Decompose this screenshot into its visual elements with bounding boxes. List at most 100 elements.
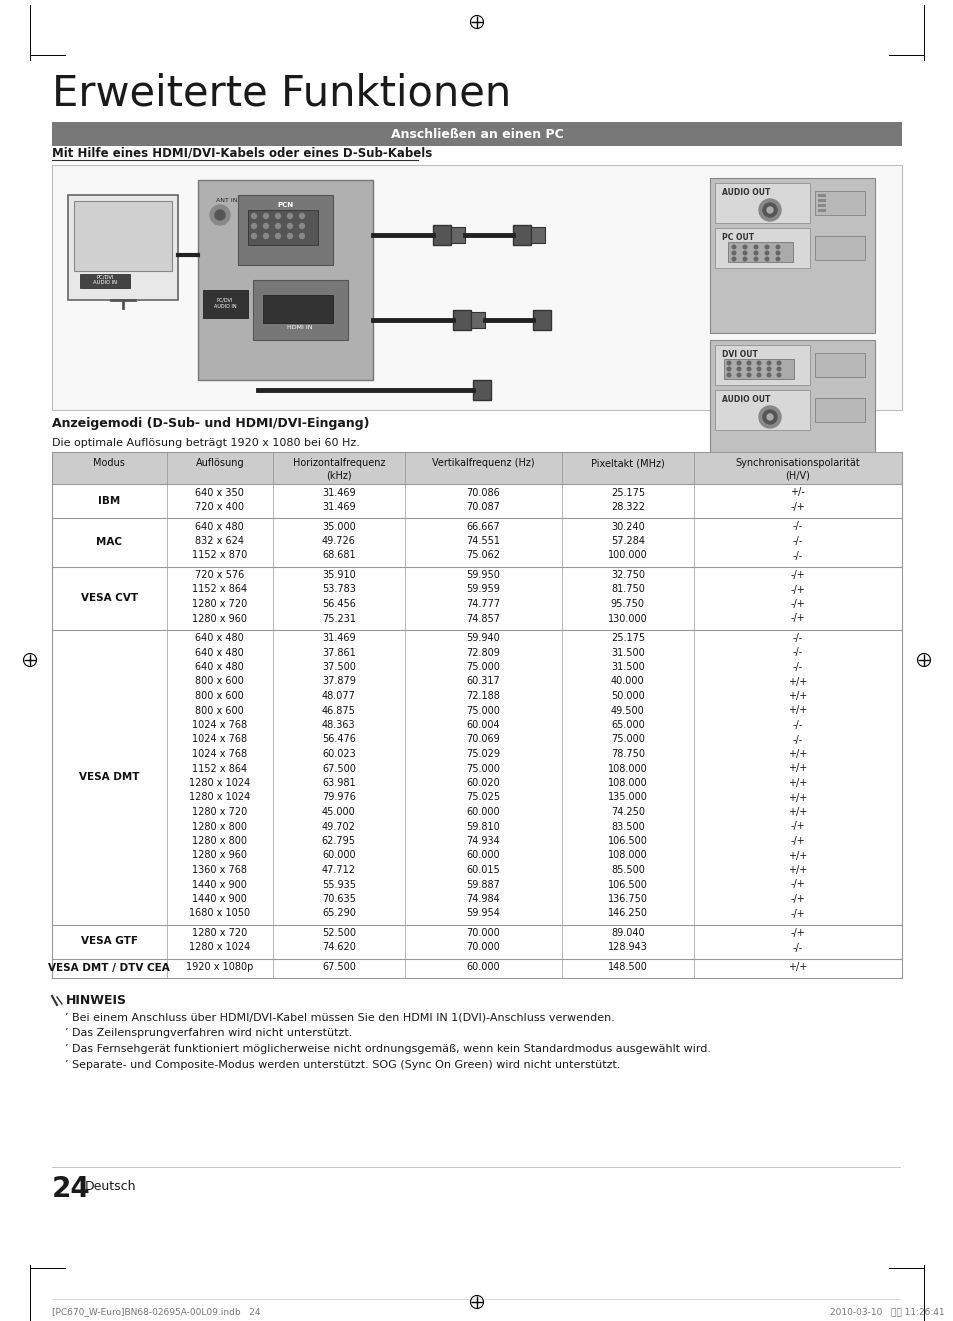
- Text: 1280 x 720: 1280 x 720: [193, 927, 247, 938]
- Text: 56.476: 56.476: [321, 734, 355, 745]
- Text: 66.667: 66.667: [466, 522, 499, 531]
- Circle shape: [726, 361, 730, 365]
- Text: 40.000: 40.000: [611, 676, 644, 687]
- Text: IBM: IBM: [98, 495, 120, 506]
- Text: -/+: -/+: [790, 894, 804, 904]
- Circle shape: [746, 361, 750, 365]
- Text: 1152 x 864: 1152 x 864: [193, 584, 247, 594]
- Text: -/+: -/+: [790, 569, 804, 580]
- Text: 1280 x 960: 1280 x 960: [193, 613, 247, 624]
- Circle shape: [726, 374, 730, 376]
- Bar: [248, 210, 317, 244]
- Text: 108.000: 108.000: [607, 764, 647, 774]
- Bar: [817, 203, 825, 207]
- Text: ’ Das Zeilensprungverfahren wird nicht unterstützt.: ’ Das Zeilensprungverfahren wird nicht u…: [65, 1028, 352, 1038]
- Text: 60.000: 60.000: [466, 962, 499, 972]
- Text: 72.188: 72.188: [466, 691, 499, 701]
- Text: +/+: +/+: [787, 676, 806, 687]
- Circle shape: [252, 214, 256, 218]
- Text: +/+: +/+: [787, 764, 806, 774]
- Text: 1024 x 768: 1024 x 768: [193, 749, 247, 760]
- Bar: [709, 339, 874, 501]
- Circle shape: [732, 258, 735, 260]
- Circle shape: [759, 199, 781, 221]
- Bar: [52, 165, 901, 410]
- Text: 1024 x 768: 1024 x 768: [193, 734, 247, 745]
- Circle shape: [263, 214, 268, 218]
- Circle shape: [287, 214, 293, 218]
- Text: Anzeigemodi (D-Sub- und HDMI/DVI-Eingang): Anzeigemodi (D-Sub- und HDMI/DVI-Eingang…: [52, 417, 369, 431]
- Text: 59.950: 59.950: [466, 569, 499, 580]
- Text: 106.500: 106.500: [607, 836, 647, 845]
- Text: 57.284: 57.284: [610, 536, 644, 546]
- Text: 60.015: 60.015: [466, 865, 499, 875]
- Text: 78.750: 78.750: [610, 749, 644, 760]
- Text: -/-: -/-: [792, 942, 802, 952]
- Bar: [814, 192, 864, 215]
- Text: 800 x 600: 800 x 600: [195, 691, 244, 701]
- Bar: [52, 925, 901, 959]
- Text: 74.934: 74.934: [466, 836, 499, 845]
- Text: +/+: +/+: [787, 851, 806, 860]
- Text: 28.322: 28.322: [610, 502, 644, 513]
- Text: +/+: +/+: [787, 865, 806, 875]
- Circle shape: [754, 246, 757, 248]
- Text: 59.810: 59.810: [466, 822, 499, 831]
- Text: 640 x 480: 640 x 480: [195, 647, 244, 658]
- Text: 100.000: 100.000: [607, 551, 647, 560]
- Text: -/+: -/+: [790, 880, 804, 889]
- Circle shape: [252, 223, 256, 229]
- Circle shape: [777, 367, 780, 371]
- Text: -/+: -/+: [790, 584, 804, 594]
- Circle shape: [764, 251, 768, 255]
- Bar: [814, 353, 864, 376]
- Text: 108.000: 108.000: [607, 778, 647, 789]
- Circle shape: [742, 258, 746, 260]
- Circle shape: [766, 413, 772, 420]
- Text: -/+: -/+: [790, 822, 804, 831]
- Text: Horizontalfrequenz
(kHz): Horizontalfrequenz (kHz): [293, 458, 385, 481]
- Text: 63.981: 63.981: [322, 778, 355, 789]
- Text: 72.809: 72.809: [466, 647, 499, 658]
- Bar: [203, 291, 248, 318]
- Bar: [714, 184, 809, 223]
- Text: 35.910: 35.910: [322, 569, 355, 580]
- Text: 1280 x 720: 1280 x 720: [193, 807, 247, 816]
- Circle shape: [776, 251, 779, 255]
- Text: Deutsch: Deutsch: [85, 1180, 136, 1193]
- Bar: [52, 630, 901, 925]
- Text: 70.000: 70.000: [466, 942, 499, 952]
- Text: 68.681: 68.681: [322, 551, 355, 560]
- Text: 136.750: 136.750: [607, 894, 647, 904]
- Bar: [433, 225, 451, 244]
- Text: HDMI IN: HDMI IN: [287, 325, 313, 330]
- Text: Erweiterte Funktionen: Erweiterte Funktionen: [52, 73, 511, 115]
- Text: 31.500: 31.500: [610, 662, 644, 672]
- Text: -/+: -/+: [790, 836, 804, 845]
- Text: 55.935: 55.935: [321, 880, 355, 889]
- Text: [PC670_W-Euro]BN68-02695A-00L09.indb   24: [PC670_W-Euro]BN68-02695A-00L09.indb 24: [52, 1306, 260, 1316]
- Text: +/+: +/+: [787, 778, 806, 789]
- Bar: [68, 196, 178, 300]
- Circle shape: [275, 214, 280, 218]
- Bar: [74, 201, 172, 271]
- Text: 62.795: 62.795: [321, 836, 355, 845]
- Text: 60.020: 60.020: [466, 778, 499, 789]
- Text: VESA DMT / DTV CEA: VESA DMT / DTV CEA: [49, 963, 170, 974]
- Circle shape: [762, 410, 776, 424]
- Circle shape: [766, 361, 770, 365]
- Text: Modus: Modus: [93, 458, 125, 468]
- Text: ’ Separate- und Composite-Modus werden unterstützt. SOG (Sync On Green) wird nic: ’ Separate- und Composite-Modus werden u…: [65, 1059, 619, 1070]
- Text: 640 x 480: 640 x 480: [195, 662, 244, 672]
- Text: 24: 24: [52, 1174, 91, 1203]
- Text: 2010-03-10   오전 11:26:41: 2010-03-10 오전 11:26:41: [829, 1306, 943, 1316]
- Text: 148.500: 148.500: [607, 962, 647, 972]
- Text: 74.777: 74.777: [466, 598, 500, 609]
- Text: -/-: -/-: [792, 734, 802, 745]
- Circle shape: [764, 258, 768, 260]
- Bar: [52, 959, 901, 978]
- Text: 108.000: 108.000: [607, 851, 647, 860]
- Text: 130.000: 130.000: [607, 613, 647, 624]
- Bar: [198, 180, 373, 380]
- Text: 640 x 480: 640 x 480: [195, 522, 244, 531]
